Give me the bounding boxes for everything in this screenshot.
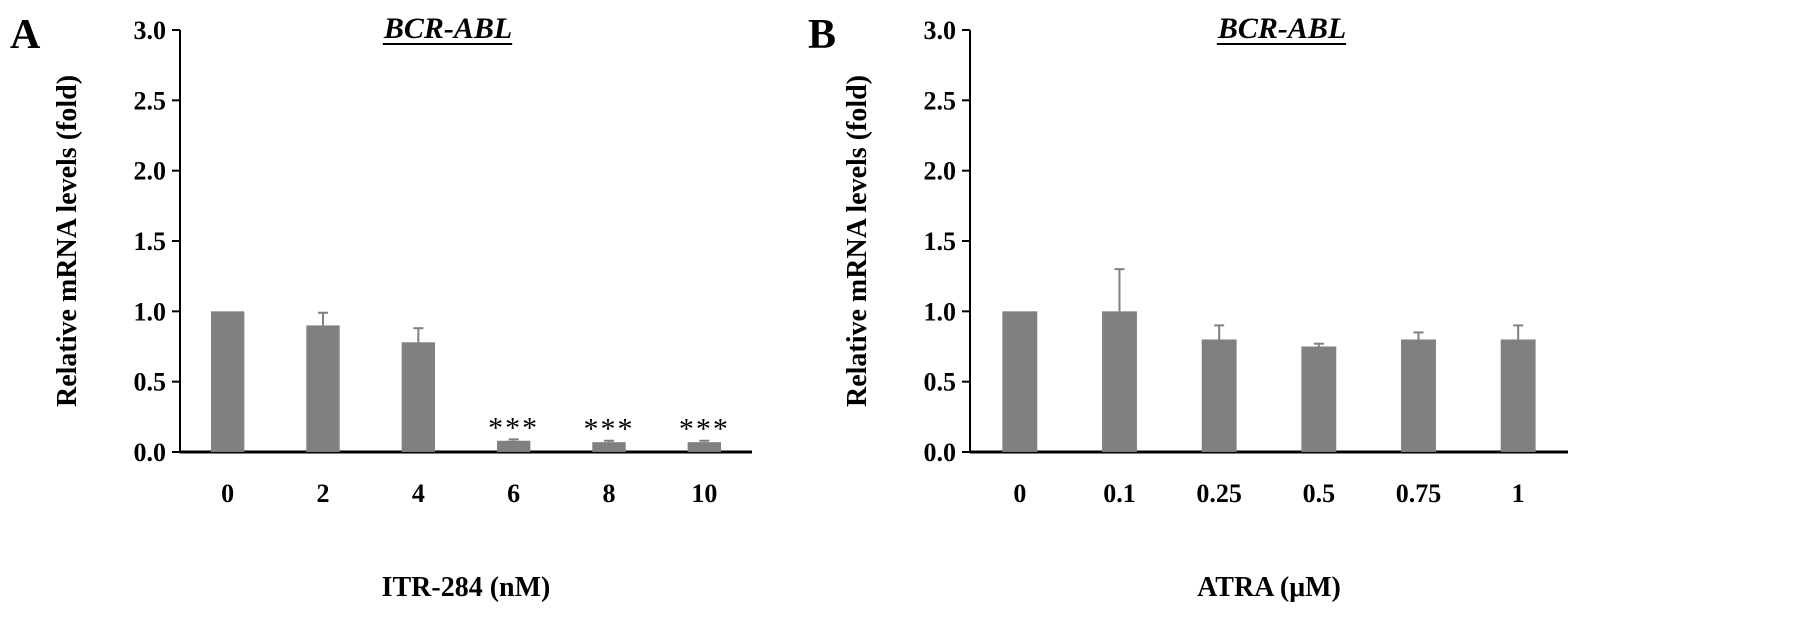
x-tick-label: 0.75 — [1396, 479, 1442, 508]
significance-label: *** — [488, 411, 539, 444]
bar — [306, 325, 340, 452]
y-tick-label: 0.5 — [924, 368, 957, 397]
x-tick-label: 0.5 — [1303, 479, 1336, 508]
bar — [1301, 346, 1337, 452]
bar — [1102, 311, 1137, 452]
x-tick-label: 2 — [317, 479, 330, 508]
y-tick-label: 2.5 — [134, 86, 167, 115]
bar — [1500, 339, 1536, 452]
x-tick-label: 6 — [507, 479, 520, 508]
x-tick-label: 8 — [603, 479, 616, 508]
bar — [592, 442, 626, 452]
y-tick-label: 1.0 — [924, 297, 957, 326]
y-tick-label: 2.0 — [924, 157, 957, 186]
y-tick-label: 2.0 — [134, 157, 167, 186]
y-axis-label: Relative mRNA levels (fold) — [52, 75, 83, 407]
significance-label: *** — [584, 413, 635, 446]
significance-label: *** — [679, 413, 730, 446]
bar — [496, 440, 531, 452]
y-axis-label: Relative mRNA levels (fold) — [842, 75, 873, 407]
bar — [687, 442, 722, 452]
x-tick-label: 1 — [1512, 479, 1525, 508]
x-tick-label: 10 — [691, 479, 717, 508]
y-tick-label: 1.0 — [134, 297, 167, 326]
chart-title: BCR-ABL — [1217, 12, 1346, 45]
y-tick-label: 0.0 — [134, 438, 167, 467]
x-tick-label: 0.1 — [1103, 479, 1136, 508]
x-axis-label: ATRA (μM) — [1197, 572, 1341, 603]
y-tick-label: 3.0 — [134, 16, 167, 45]
y-tick-label: 3.0 — [924, 16, 957, 45]
chart-panel-b: B BCR-ABL 0.0 0.5 1.0 1.5 2.0 2.5 3.0 Relative mR… — [808, 12, 1568, 603]
x-tick-label: 4 — [412, 479, 425, 508]
bar — [401, 342, 436, 452]
y-tick-label: 1.5 — [924, 227, 957, 256]
x-tick-label: 0 — [221, 479, 234, 508]
bar — [1201, 339, 1237, 452]
y-tick-label: 1.5 — [134, 227, 167, 256]
y-tick-label: 2.5 — [924, 86, 957, 115]
x-tick-label: 0 — [1013, 479, 1026, 508]
x-tick-label: 0.25 — [1196, 479, 1242, 508]
panel-label: B — [808, 12, 836, 58]
bar — [1401, 339, 1436, 452]
y-tick-label: 0.5 — [134, 368, 167, 397]
y-tick-label: 0.0 — [924, 438, 957, 467]
bar — [210, 311, 245, 452]
chart-title: BCR-ABL — [383, 12, 512, 45]
chart-panel-a: A BCR-ABL 0.0 0.5 1.0 1.5 2.0 2.5 3.0 Relative mR… — [10, 12, 752, 603]
panel-label: A — [10, 12, 41, 58]
bar — [1002, 311, 1038, 452]
x-axis-label: ITR-284 (nM) — [382, 572, 551, 603]
